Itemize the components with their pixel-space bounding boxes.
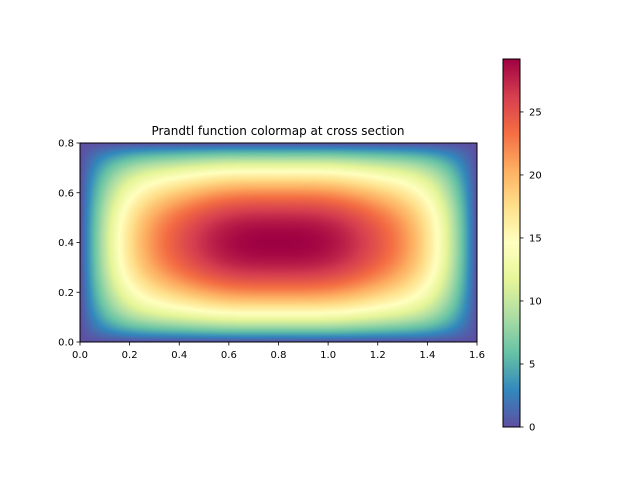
x-tick-label: 1.4: [419, 350, 435, 361]
heatmap-container: [80, 143, 477, 342]
y-tick-label: 0.8: [58, 139, 74, 150]
x-tick-label: 0.8: [271, 350, 287, 361]
x-axis: 0.0 0.2 0.4 0.6 0.8 1.0 1.2 1.4 1.6: [72, 342, 485, 361]
heatmap-image: [80, 143, 477, 342]
colorbar-tick-label: 5: [529, 359, 535, 370]
y-axis: 0.0 0.2 0.4 0.6 0.8: [58, 139, 80, 349]
chart-title: Prandtl function colormap at cross secti…: [151, 124, 404, 138]
y-tick-label: 0.0: [58, 338, 74, 349]
colorbar: 0 5 10 15 20 25: [502, 58, 542, 434]
colorbar-tick-label: 25: [529, 107, 542, 118]
colorbar-tick-label: 20: [529, 170, 542, 181]
y-tick-label: 0.6: [58, 188, 74, 199]
y-tick-label: 0.4: [58, 238, 74, 249]
x-tick-label: 0.4: [171, 350, 187, 361]
y-tick-label: 0.2: [58, 288, 74, 299]
colorbar-frame: [502, 58, 521, 428]
x-tick-label: 0.6: [221, 350, 237, 361]
x-tick-label: 1.2: [370, 350, 386, 361]
colorbar-tick-label: 0: [529, 423, 535, 434]
x-tick-label: 1.0: [320, 350, 336, 361]
plot-area: [79, 142, 478, 343]
x-tick-label: 0.0: [72, 350, 88, 361]
colorbar-tick-label: 15: [529, 233, 542, 244]
colorbar-gradient: [503, 59, 520, 427]
colorbar-ticks: 0 5 10 15 20 25: [520, 107, 542, 434]
colorbar-tick-label: 10: [529, 296, 542, 307]
x-tick-label: 0.2: [122, 350, 138, 361]
x-tick-label: 1.6: [469, 350, 485, 361]
